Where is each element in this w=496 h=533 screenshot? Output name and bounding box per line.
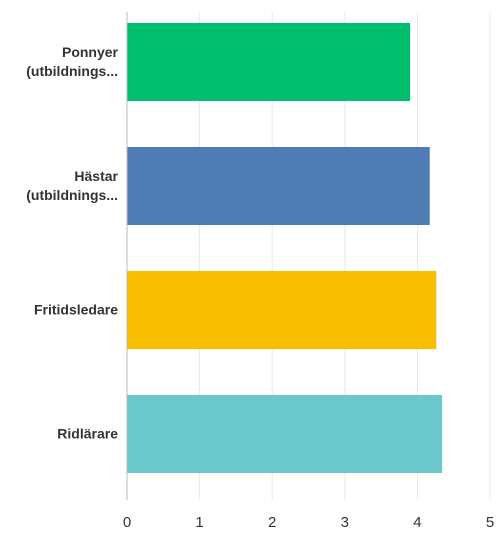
x-tick-label: 2 — [268, 514, 276, 531]
x-tick-label: 4 — [413, 514, 421, 531]
x-tick-label: 1 — [195, 514, 203, 531]
bar — [127, 23, 411, 101]
x-tick-label: 0 — [123, 514, 131, 531]
bar — [127, 147, 430, 225]
x-tick-label: 3 — [341, 514, 349, 531]
y-tick-label: Hästar (utbildnings... — [26, 168, 118, 203]
x-tick-label: 5 — [486, 514, 494, 531]
y-tick-label: Ponnyer (utbildnings... — [26, 44, 118, 79]
bar — [127, 271, 437, 349]
y-tick-label: Fritidsledare — [33, 301, 118, 318]
bar — [127, 395, 443, 473]
y-tick-label: Ridlärare — [57, 425, 118, 442]
